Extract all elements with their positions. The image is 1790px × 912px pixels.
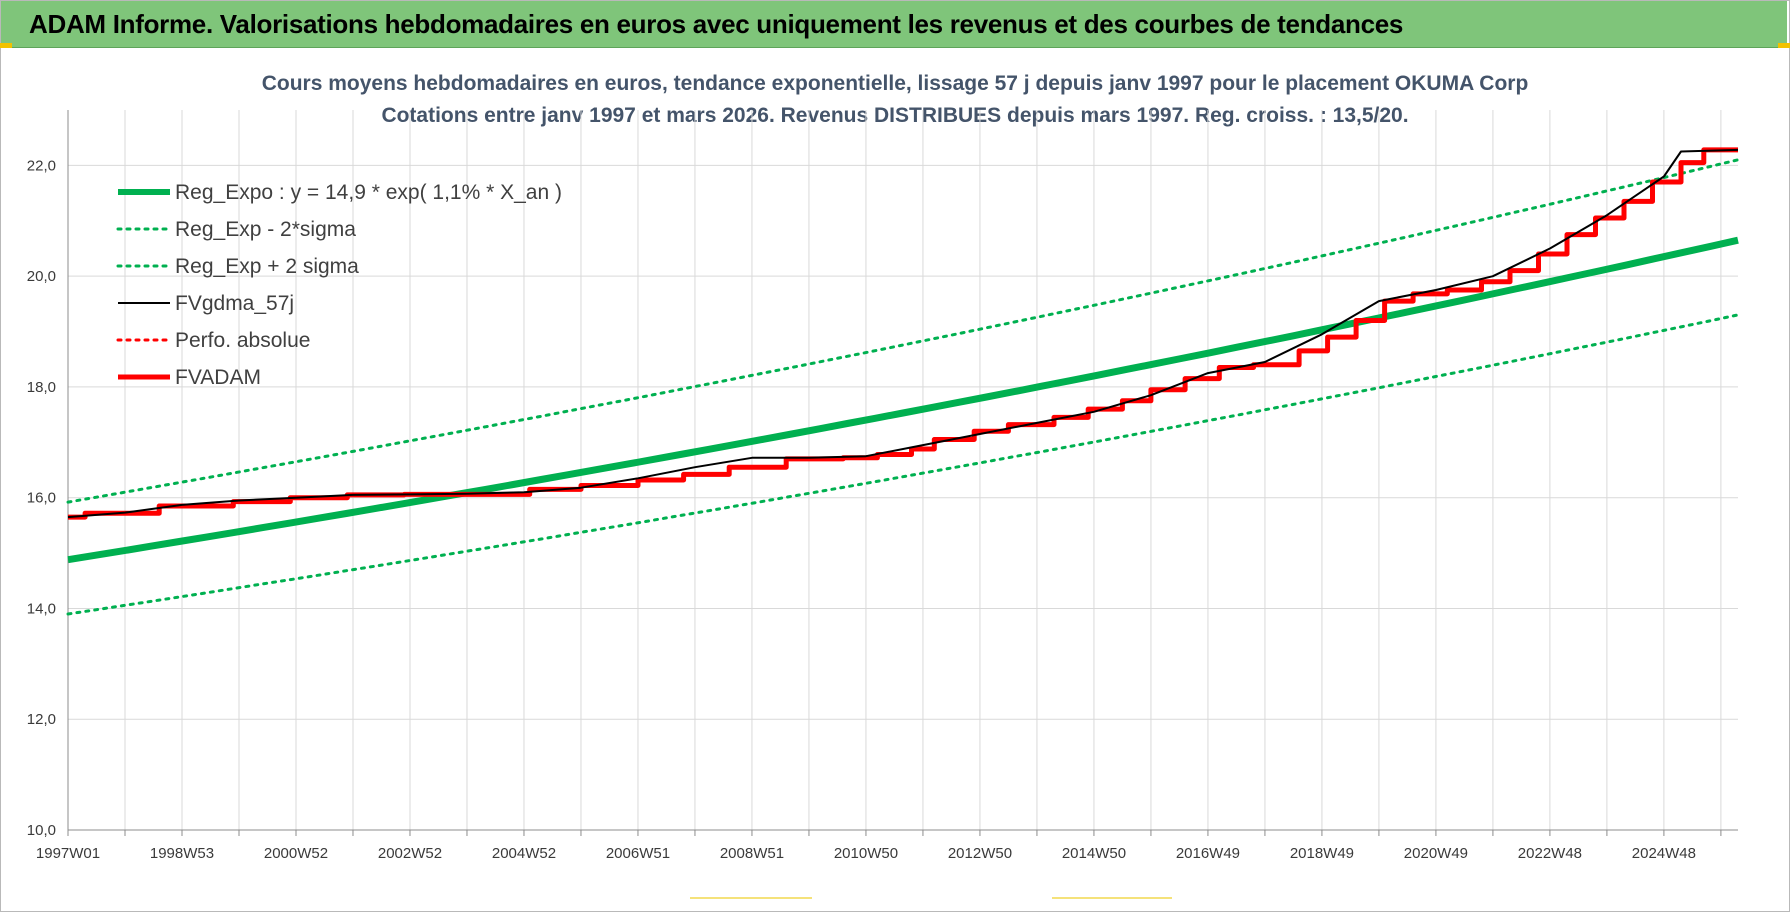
bottom-mark-2 (1052, 897, 1172, 899)
y-tick-label: 18,0 (27, 379, 56, 396)
x-tick-label: 2004W52 (492, 845, 556, 862)
x-tick-label: 2018W49 (1290, 845, 1354, 862)
x-tick-label: 2002W52 (378, 845, 442, 862)
series-line-0 (67, 236, 1739, 564)
y-tick-label: 20,0 (27, 268, 56, 285)
gridlines (67, 110, 1738, 831)
bottom-mark-1 (690, 897, 812, 899)
legend-label: FVgdma_57j (175, 292, 294, 315)
header-banner: ADAM Informe. Valorisations hebdomadaire… (1, 1, 1787, 48)
legend: Reg_Expo : y = 14,9 * exp( 1,1% * X_an )… (116, 181, 562, 389)
x-tick-label: 2010W50 (834, 845, 898, 862)
axes (67, 110, 1738, 836)
x-tick-label: 2016W49 (1176, 845, 1240, 862)
y-tick-label: 14,0 (27, 600, 56, 617)
y-tick-label: 10,0 (27, 822, 56, 839)
legend-label: Reg_Exp + 2 sigma (175, 255, 359, 278)
x-axis-ticks: 1997W01 1998W53 2000W52 2002W52 2004W52 2006W… (36, 845, 1696, 862)
series-lines (66, 147, 1740, 616)
y-tick-label: 16,0 (27, 490, 56, 507)
legend-label: FVADAM (175, 366, 261, 389)
x-tick-label: 1997W01 (36, 845, 100, 862)
series-line-2 (66, 158, 1740, 504)
x-tick-label: 2006W51 (606, 845, 670, 862)
x-tick-label: 2024W48 (1632, 845, 1696, 862)
x-tick-label: 2022W48 (1518, 845, 1582, 862)
chart-title: Cours moyens hebdomadaires en euros, ten… (261, 72, 1529, 95)
y-tick-label: 12,0 (27, 711, 56, 728)
banner-title: ADAM Informe. Valorisations hebdomadaire… (29, 9, 1404, 39)
x-tick-label: 2008W51 (720, 845, 784, 862)
x-tick-label: 2012W50 (948, 845, 1012, 862)
series-line-1 (66, 313, 1740, 616)
x-tick-label: 2000W52 (264, 845, 328, 862)
corner-mark-right (1778, 43, 1790, 48)
series-line-3 (67, 148, 1739, 519)
corner-mark-left (0, 43, 12, 48)
series-line-5 (68, 147, 1738, 520)
legend-label: Reg_Expo : y = 14,9 * exp( 1,1% * X_an ) (175, 181, 562, 204)
legend-label: Perfo. absolue (175, 329, 310, 352)
x-tick-label: 2014W50 (1062, 845, 1126, 862)
y-tick-label: 22,0 (27, 157, 56, 174)
y-axis-ticks: 10,0 12,0 14,0 16,0 18,0 20,0 22,0 (27, 157, 56, 839)
x-tick-label: 2020W49 (1404, 845, 1468, 862)
legend-label: Reg_Exp - 2*sigma (175, 218, 356, 241)
x-tick-label: 1998W53 (150, 845, 214, 862)
